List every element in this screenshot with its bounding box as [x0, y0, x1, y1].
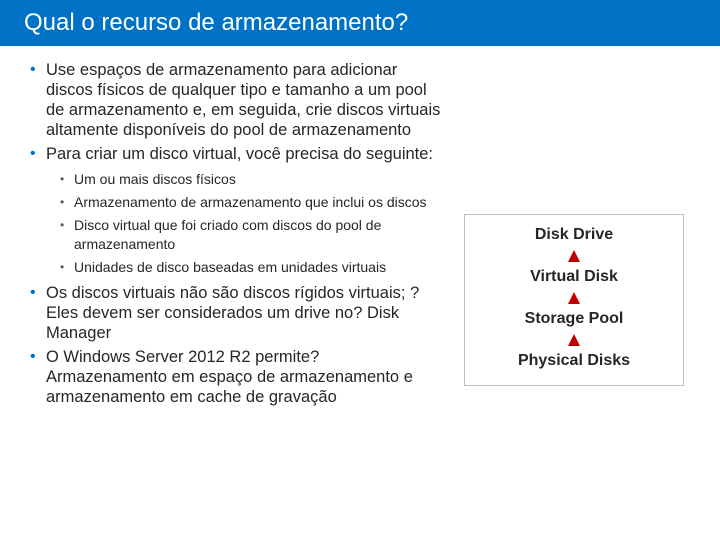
body-content: Use espaços de armazenamento para adicio…: [28, 60, 443, 411]
bullet-4: O Windows Server 2012 R2 permite? Armaze…: [28, 347, 443, 407]
diagram-item-4: Physical Disks: [518, 351, 630, 371]
sub-bullet-3-text: Disco virtual que foi criado com discos …: [74, 217, 381, 252]
hierarchy-diagram: Disk Drive Virtual Disk Storage Pool Phy…: [464, 214, 694, 386]
sub-bullet-1: Um ou mais discos físicos: [60, 170, 443, 189]
diagram-item-2: Virtual Disk: [530, 267, 618, 287]
bullet-1-text: Use espaços de armazenamento para adicio…: [46, 61, 440, 139]
up-arrow-icon: [568, 334, 580, 346]
slide-title: Qual o recurso de armazenamento?: [24, 9, 408, 37]
sub-bullet-1-text: Um ou mais discos físicos: [74, 171, 236, 187]
bullet-3-text: Os discos virtuais não são discos rígido…: [46, 284, 419, 342]
diagram-item-3: Storage Pool: [525, 309, 624, 329]
sub-bullet-2-text: Armazenamento de armazenamento que inclu…: [74, 194, 427, 210]
bullet-4-text: O Windows Server 2012 R2 permite? Armaze…: [46, 348, 413, 406]
bullet-2: Para criar um disco virtual, você precis…: [28, 144, 443, 277]
sub-bullet-3: Disco virtual que foi criado com discos …: [60, 216, 443, 254]
up-arrow-icon: [568, 292, 580, 304]
sub-bullet-2: Armazenamento de armazenamento que inclu…: [60, 193, 443, 212]
up-arrow-icon: [568, 250, 580, 262]
diagram-box: Disk Drive Virtual Disk Storage Pool Phy…: [464, 214, 684, 386]
diagram-item-1: Disk Drive: [535, 225, 613, 245]
sub-bullet-4-text: Unidades de disco baseadas em unidades v…: [74, 259, 386, 275]
slide: Qual o recurso de armazenamento? Use esp…: [0, 0, 720, 540]
bullet-1: Use espaços de armazenamento para adicio…: [28, 60, 443, 140]
bullet-3: Os discos virtuais não são discos rígido…: [28, 283, 443, 343]
title-bar: Qual o recurso de armazenamento?: [0, 0, 720, 46]
sub-bullet-4: Unidades de disco baseadas em unidades v…: [60, 258, 443, 277]
bullet-2-text: Para criar um disco virtual, você precis…: [46, 145, 433, 163]
